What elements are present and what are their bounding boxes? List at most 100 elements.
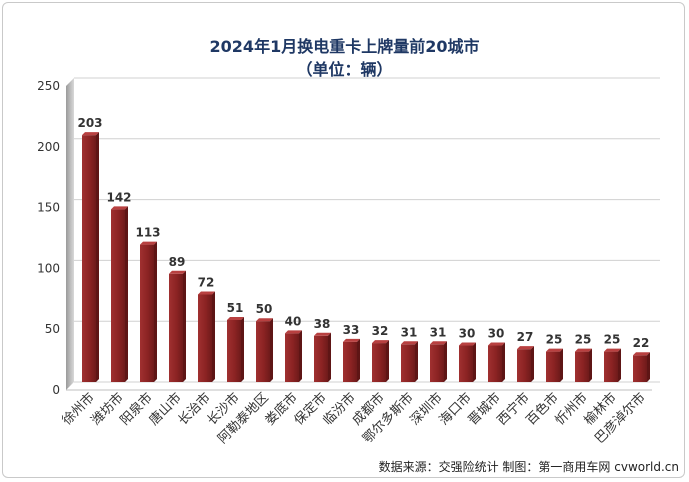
- y-tick-label: 200: [37, 140, 60, 154]
- bar: [227, 319, 241, 382]
- y-tick-label: 250: [37, 79, 60, 93]
- bar: [111, 209, 125, 382]
- bar: [169, 273, 183, 382]
- bar-top: [401, 341, 418, 345]
- bar-value-label: 203: [77, 116, 102, 130]
- y-tick-label: 0: [52, 383, 60, 397]
- bar: [256, 321, 270, 382]
- bar-side: [328, 332, 331, 382]
- bar-side: [531, 346, 534, 382]
- x-tick-label: 临汾市: [320, 390, 359, 429]
- bar-top: [285, 330, 302, 334]
- bar-side: [125, 206, 128, 382]
- bar-value-label: 27: [517, 330, 534, 344]
- x-tick-label: 娄底市: [262, 390, 301, 429]
- bar-side: [618, 348, 621, 382]
- bar-top: [111, 206, 128, 210]
- x-tick-label: 西宁市: [494, 390, 533, 429]
- bar-value-label: 31: [430, 325, 447, 339]
- x-tick-label: 晋城市: [465, 390, 504, 429]
- bar-top: [488, 342, 505, 346]
- bar-value-label: 40: [285, 314, 302, 328]
- chart-title: 2024年1月换电重卡上牌量前20城市: [209, 37, 480, 56]
- y-tick-label: 50: [45, 322, 60, 336]
- bar-top: [198, 291, 215, 295]
- bar-top: [256, 318, 273, 322]
- bar-side: [415, 341, 418, 382]
- bar: [198, 294, 212, 382]
- bar: [633, 355, 647, 382]
- chart-side-wall: [66, 78, 74, 390]
- bar: [517, 349, 531, 382]
- bar-side: [270, 318, 273, 382]
- bar-value-label: 113: [135, 226, 160, 240]
- bar-value-label: 25: [604, 333, 621, 347]
- x-tick-label: 唐山市: [146, 390, 185, 429]
- bar: [343, 341, 357, 382]
- bar-value-label: 50: [256, 302, 273, 316]
- bar-top: [604, 348, 621, 352]
- bar-side: [444, 341, 447, 382]
- bar-top: [633, 352, 650, 356]
- bar: [314, 335, 328, 382]
- bar-top: [546, 348, 563, 352]
- bar: [430, 344, 444, 382]
- bar-value-label: 30: [459, 327, 476, 341]
- bar-value-label: 22: [633, 336, 650, 350]
- bar: [140, 244, 154, 382]
- bar-value-label: 51: [227, 301, 244, 315]
- x-tick-label: 百色市: [523, 390, 562, 429]
- bar: [604, 351, 618, 382]
- x-tick-label: 阳泉市: [117, 390, 156, 429]
- y-tick-label: 100: [37, 261, 60, 275]
- bar-top: [140, 241, 157, 245]
- bar-top: [82, 132, 99, 136]
- bar-side: [473, 342, 476, 382]
- bar-side: [183, 270, 186, 382]
- bar-top: [372, 340, 389, 344]
- bar-top: [459, 342, 476, 346]
- bar-side: [589, 348, 592, 382]
- bar-side: [647, 352, 650, 382]
- bar: [401, 344, 415, 382]
- bar-top: [314, 332, 331, 336]
- bar: [285, 333, 299, 382]
- y-tick-label: 150: [37, 201, 60, 215]
- bar-value-label: 142: [106, 190, 131, 204]
- bar-value-label: 25: [575, 333, 592, 347]
- bar-top: [430, 341, 447, 345]
- bar-value-label: 33: [343, 323, 360, 337]
- bar: [82, 135, 96, 382]
- bar-top: [343, 338, 360, 342]
- bar: [575, 351, 589, 382]
- bar-side: [357, 338, 360, 382]
- chart-subtitle: （单位：辆）: [296, 60, 393, 79]
- bar-value-label: 72: [198, 275, 215, 289]
- bar: [372, 343, 386, 382]
- bar-value-label: 25: [546, 333, 563, 347]
- bar-top: [227, 316, 244, 320]
- bar-value-label: 32: [372, 324, 389, 338]
- bar-side: [212, 291, 215, 382]
- bar-side: [386, 340, 389, 382]
- x-tick-label: 徐州市: [59, 390, 98, 429]
- bar-side: [560, 348, 563, 382]
- x-tick-label: 潍坊市: [88, 390, 127, 429]
- bar-value-label: 30: [488, 327, 505, 341]
- x-tick-label: 深圳市: [407, 390, 446, 429]
- x-tick-label: 长治市: [175, 390, 214, 429]
- bar-side: [299, 330, 302, 382]
- bar-side: [154, 241, 157, 382]
- x-tick-label: 忻州市: [552, 390, 591, 429]
- bar-side: [502, 342, 505, 382]
- bar-top: [517, 346, 534, 350]
- x-tick-label: 海口市: [436, 390, 475, 429]
- bar-value-label: 89: [169, 255, 186, 269]
- bar-top: [575, 348, 592, 352]
- bar-side: [241, 316, 244, 382]
- bar-value-label: 38: [314, 317, 331, 331]
- bar-top: [169, 270, 186, 274]
- bar: [546, 351, 560, 382]
- bar-side: [96, 132, 99, 382]
